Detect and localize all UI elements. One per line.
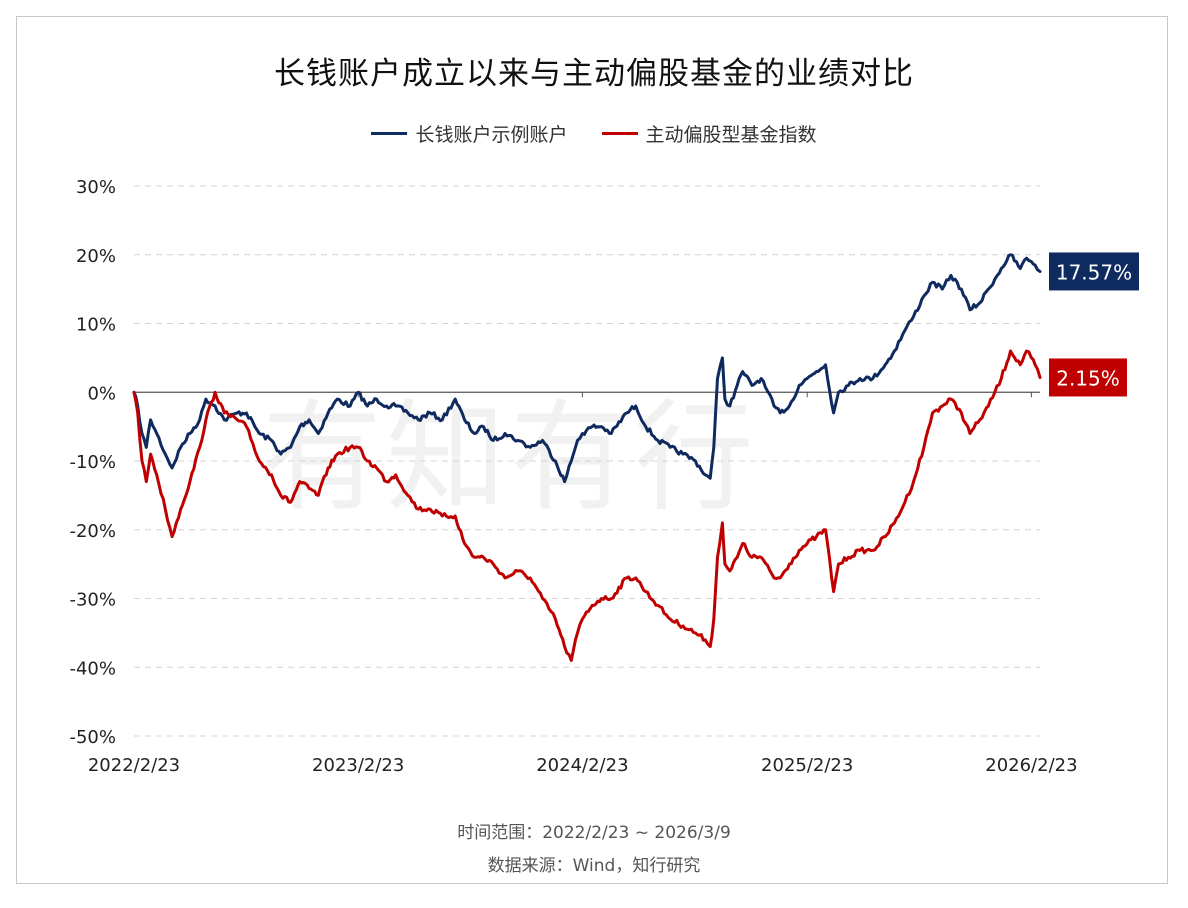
series-line-fund-index — [132, 349, 1042, 662]
end-label-fund-index: 2.15% — [1056, 366, 1120, 390]
grid-lines — [134, 185, 1040, 737]
y-tick-label: 30% — [76, 177, 116, 198]
y-tick-label: 20% — [76, 246, 116, 267]
x-tick-label: 2024/2/23 — [536, 755, 628, 776]
legend-swatch-account — [371, 132, 408, 135]
y-tick-label: -30% — [69, 590, 116, 611]
end-label-box-fund-index — [1049, 358, 1127, 397]
chart-title: 长钱账户成立以来与主动偏股基金的业绩对比 — [274, 56, 914, 92]
x-tick-label: 2026/2/23 — [985, 755, 1077, 776]
x-axis-labels: 2022/2/23 2023/2/23 2024/2/23 2025/2/23 2026… — [88, 392, 1078, 776]
x-tick-label: 2025/2/23 — [761, 755, 853, 776]
x-tick-label: 2023/2/23 — [312, 755, 404, 776]
y-tick-label: 0% — [87, 383, 116, 404]
footer-source: 数据来源：Wind，知行研究 — [487, 856, 701, 876]
series-line-account — [132, 253, 1042, 484]
chart-frame — [16, 16, 1168, 884]
y-tick-label: -20% — [69, 521, 116, 542]
watermark: 有知有行 — [262, 389, 758, 528]
end-label-box-account — [1049, 252, 1139, 291]
legend-item-fund-index: 主动偏股型基金指数 — [601, 120, 817, 147]
series-lines — [132, 253, 1042, 662]
legend-swatch-fund-index — [601, 132, 638, 135]
y-tick-label: -40% — [69, 658, 116, 679]
footer-time-range: 时间范围：2022/2/23 ~ 2026/3/9 — [457, 823, 731, 843]
legend-label-fund-index: 主动偏股型基金指数 — [645, 124, 817, 146]
legend-label-account: 长钱账户示例账户 — [415, 124, 568, 146]
legend-item-account: 长钱账户示例账户 — [371, 120, 568, 147]
y-tick-label: -10% — [69, 452, 116, 473]
chart-legend: 长钱账户示例账户 主动偏股型基金指数 — [0, 120, 1188, 147]
end-labels: 17.57% 2.15% — [1049, 252, 1139, 397]
end-label-account: 17.57% — [1056, 260, 1132, 284]
y-axis-labels: 30% 20% 10% 0% -10% -20% -30% -40% -50% — [69, 177, 116, 748]
x-tick-label: 2022/2/23 — [88, 755, 180, 776]
y-tick-label: 10% — [76, 315, 116, 336]
y-tick-label: -50% — [69, 727, 116, 748]
